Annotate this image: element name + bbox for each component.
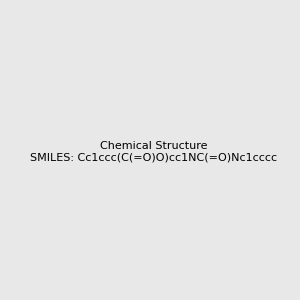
Text: Chemical Structure
SMILES: Cc1ccc(C(=O)O)cc1NC(=O)Nc1cccc: Chemical Structure SMILES: Cc1ccc(C(=O)O… [30, 141, 277, 162]
